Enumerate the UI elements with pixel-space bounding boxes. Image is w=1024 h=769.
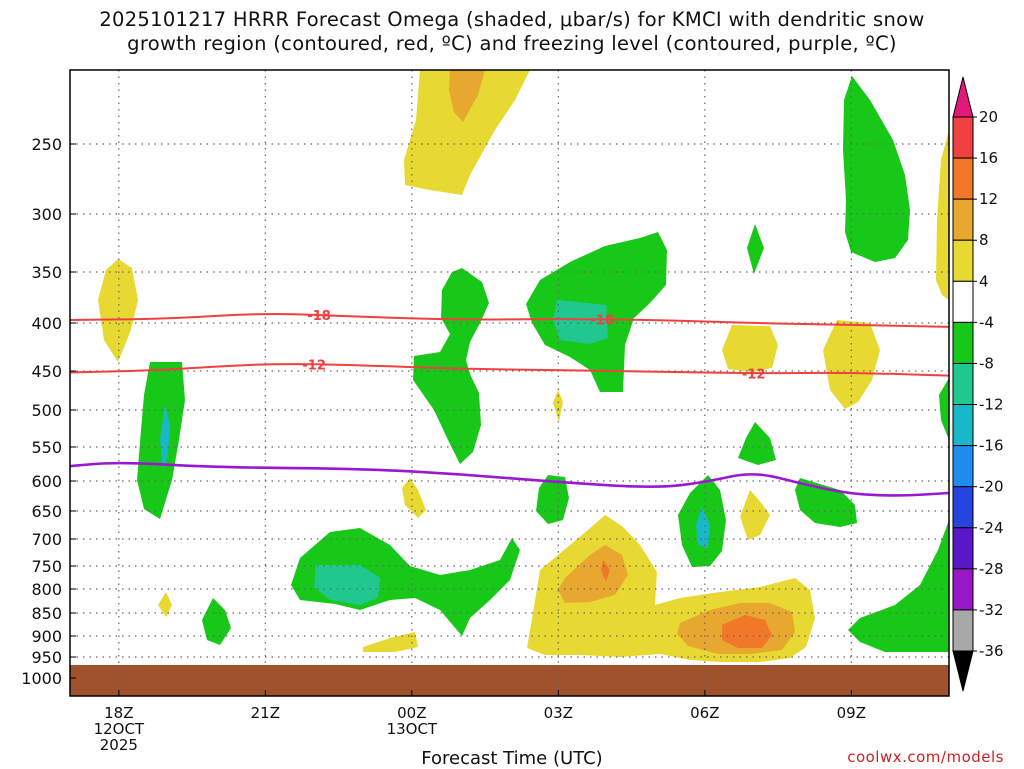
y-tick-label: 700 [31,530,62,549]
omega-region-ascent [291,528,520,636]
y-tick-label: 900 [31,627,62,646]
colorbar-swatch [952,198,974,241]
x-tick-label: 18Z [104,704,133,722]
x-tick-year: 2025 [100,736,138,754]
plot-frame [69,69,950,697]
contour-line [70,363,949,377]
colorbar-swatch [952,280,974,323]
y-tick-label: 650 [31,502,62,521]
x-tick-label: 09Z [837,704,866,722]
contour-line [70,461,949,497]
y-tick-label: 600 [31,472,62,491]
colorbar-top-arrow [952,76,974,118]
omega-region-descent [936,130,949,300]
colorbar: 20 16 12 8 4 -4 -8 -12 -16 -20 -24 -28 -32 -36 [952,76,1004,692]
y-tick-label: 850 [31,604,62,623]
y-tick-label: 500 [31,401,62,420]
colorbar-swatch [952,157,974,200]
omega-shading [70,70,949,696]
y-tick-label: 750 [31,557,62,576]
colorbar-swatch [952,321,974,364]
colorbar-label: 12 [979,190,998,208]
colorbar-label: -28 [979,560,1004,578]
colorbar-swatch [952,527,974,570]
x-tick-label: 21Z [251,704,280,722]
colorbar-swatch [952,486,974,529]
colorbar-swatch [952,239,974,282]
colorbar-label: -36 [979,642,1004,660]
colorbar-label: 20 [979,108,998,126]
omega-region-ascent-mid [553,300,608,344]
omega-region-ascent [843,76,910,262]
colorbar-label: -12 [979,396,1004,414]
colorbar-swatch [952,445,974,488]
contour-lines: -18 -18 -12 -12 [70,309,949,497]
omega-region-descent [404,70,530,195]
omega-region-descent [98,259,138,362]
colorbar-label: 8 [979,231,989,249]
y-tick-label: 450 [31,362,62,381]
omega-region-ascent [413,268,489,464]
contour-label: -12 [742,367,766,382]
x-axis-title: Forecast Time (UTC) [421,748,603,769]
colorbar-swatch [952,404,974,447]
y-tick-label: 800 [31,580,62,599]
omega-region-ascent [848,520,949,652]
x-tick-label: 03Z [544,704,573,722]
colorbar-swatch [952,116,974,159]
colorbar-label: -24 [979,519,1004,537]
omega-region-ascent [738,422,776,465]
x-tick-label: 06Z [690,704,719,722]
omega-region-descent-max [722,615,772,648]
contour-label: -12 [302,358,326,373]
contour-label: -18 [307,309,331,324]
omega-region-descent [823,320,880,409]
y-tick-label: 350 [31,263,62,282]
omega-region-descent [363,632,418,652]
colorbar-label: 16 [979,149,998,167]
terrain-fill [70,665,949,696]
x-tick-date: 13OCT [387,720,438,738]
omega-region-ascent [202,598,231,645]
colorbar-swatch [952,568,974,611]
grid-lines [70,70,949,696]
y-tick-label: 550 [31,438,62,457]
omega-region-descent [722,325,778,372]
x-tick-date: 12OCT [94,720,145,738]
omega-region-descent [553,390,563,422]
omega-region-ascent-strong [160,405,170,470]
colorbar-label: -20 [979,478,1004,496]
omega-region-ascent-strong [696,507,710,548]
colorbar-label: -4 [979,313,994,331]
omega-region-descent [158,592,172,617]
colorbar-label: -16 [979,437,1004,455]
x-tick-label: 00Z [397,704,426,722]
omega-region-descent-strong [449,70,485,122]
omega-region-ascent [795,478,857,527]
contour-label: -18 [591,313,615,328]
y-tick-label: 400 [31,314,62,333]
omega-region-ascent-mid [314,565,380,605]
colorbar-label: 4 [979,272,989,290]
colorbar-label: -8 [979,354,994,372]
colorbar-label: -32 [979,601,1004,619]
omega-region-descent [740,490,770,540]
chart-title: 2025101217 HRRR Forecast Omega (shaded, … [99,8,925,55]
y-tick-label: 1000 [21,669,62,688]
y-axis: 250 300 350 400 450 500 550 600 650 700 750 800 850 9… [21,135,76,688]
colorbar-swatch [952,362,974,406]
colorbar-bottom-arrow [952,650,974,692]
y-tick-label: 250 [31,135,62,154]
contour-line [70,313,949,328]
y-tick-label: 950 [31,648,62,667]
omega-region-ascent [747,224,764,274]
omega-region-descent [402,478,426,518]
credit-link[interactable]: coolwx.com/models [847,748,1004,766]
omega-region-ascent [939,378,949,440]
y-tick-label: 300 [31,205,62,224]
colorbar-swatch [952,609,974,652]
omega-region-ascent [536,475,569,524]
